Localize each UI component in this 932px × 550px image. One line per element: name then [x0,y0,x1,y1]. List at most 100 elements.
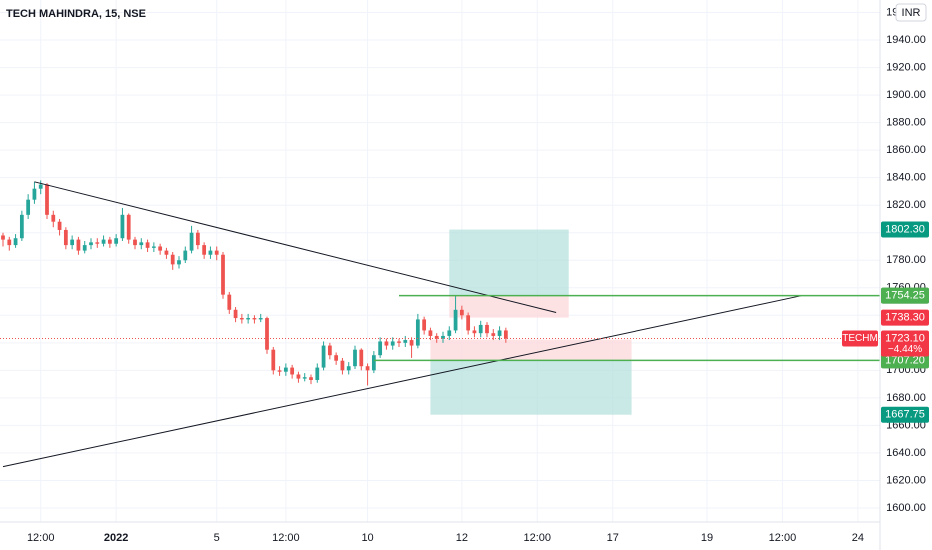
x-tick-label: 24 [852,532,864,544]
candle-body [472,330,477,334]
candle-body [133,239,137,246]
y-tick-label: 1600.00 [886,502,926,514]
trend-line [34,181,557,314]
candle-body [271,349,276,371]
candle-body [246,318,251,320]
chart-title: TECH MAHINDRA, 15, NSE [6,8,146,20]
candle-body [466,315,471,331]
candle-body [453,309,458,331]
candle-body [114,238,119,244]
x-tick-label: 12:00 [524,532,552,544]
candle-body [145,242,150,248]
candle-body [397,341,401,343]
last-price-label: 1723.10 [885,332,925,344]
y-tick-label: 1840.00 [886,172,926,184]
candle-body [428,330,433,336]
candle-body [158,246,163,251]
candle-body [296,374,301,379]
y-tick-label: 1860.00 [886,144,926,156]
candle-body [151,246,156,248]
candle-body [95,242,100,244]
candle-body [321,345,326,368]
candle-body [353,349,357,367]
candle-body [101,239,106,244]
candle-body [265,318,269,350]
candle-body [227,294,232,310]
price-label-box [881,287,929,304]
x-tick-label: 12:00 [272,532,300,544]
candle-body [409,340,414,346]
candle-body [503,330,508,339]
candle-body [177,260,181,265]
candle-body [403,340,408,343]
candle-body [82,245,87,251]
y-tick-label: 1880.00 [886,117,926,129]
candle-body [126,214,131,240]
position-zone [430,360,632,415]
candle-body [57,221,62,230]
candle-body [1,235,5,240]
y-tick-label: 1640.00 [886,447,926,459]
x-tick-label: 19 [701,532,713,544]
candle-body [89,242,93,246]
candle-body [327,345,332,356]
candle-body [434,335,439,339]
y-tick-label: 1820.00 [886,199,926,211]
candle-body [189,232,194,251]
candle-body [63,229,68,246]
candle-body [107,239,112,244]
y-tick-label: 1900.00 [886,89,926,101]
candle-body [283,367,288,372]
candle-body [202,245,207,255]
candle-body [70,239,75,246]
symbol-label: TECHM [842,333,878,344]
candle-body [120,214,125,239]
candle-body [422,319,427,331]
candle-body [309,377,313,380]
candle-body [170,254,175,265]
x-tick-label: 12:00 [27,532,55,544]
candle-body [13,238,18,246]
position-zone [430,339,632,361]
candle-body [491,333,496,336]
candle-body [38,184,43,189]
currency: INR [902,7,921,19]
candle-body [164,250,169,255]
candle-body [258,318,263,320]
candle-body [26,199,31,215]
candle-body [208,250,213,255]
candle-body [32,188,37,200]
candle-body [384,341,389,346]
candle-body [221,254,225,295]
candle-body [252,318,257,320]
x-tick-label: 17 [607,532,619,544]
candle-body [51,214,56,222]
price-label: 1738.30 [885,312,925,324]
x-tick-label: 2022 [104,532,128,544]
x-tick-label: 12:00 [769,532,797,544]
candle-body [478,324,483,334]
last-price-box [881,330,929,357]
candle-body [139,242,144,246]
y-tick-label: 1920.00 [886,61,926,73]
position-zone [449,295,569,318]
candle-body [334,355,339,361]
candle-body [7,239,12,246]
y-tick-label: 1620.00 [886,474,926,486]
price-label: 1667.75 [885,409,925,421]
candle-body [239,318,244,320]
change-label: −4.44% [888,344,922,355]
symbol-badge [842,330,878,347]
candle-body [195,232,200,246]
price-label-box [881,406,929,423]
candle-body [365,366,370,371]
candle-body [214,250,219,255]
candle-body [19,214,24,239]
candle-body [76,239,81,251]
x-tick-label: 12 [456,532,468,544]
candle-body [485,324,489,334]
candle-body [233,309,238,319]
x-tick-label: 5 [214,532,220,544]
currency-badge[interactable] [895,3,927,22]
